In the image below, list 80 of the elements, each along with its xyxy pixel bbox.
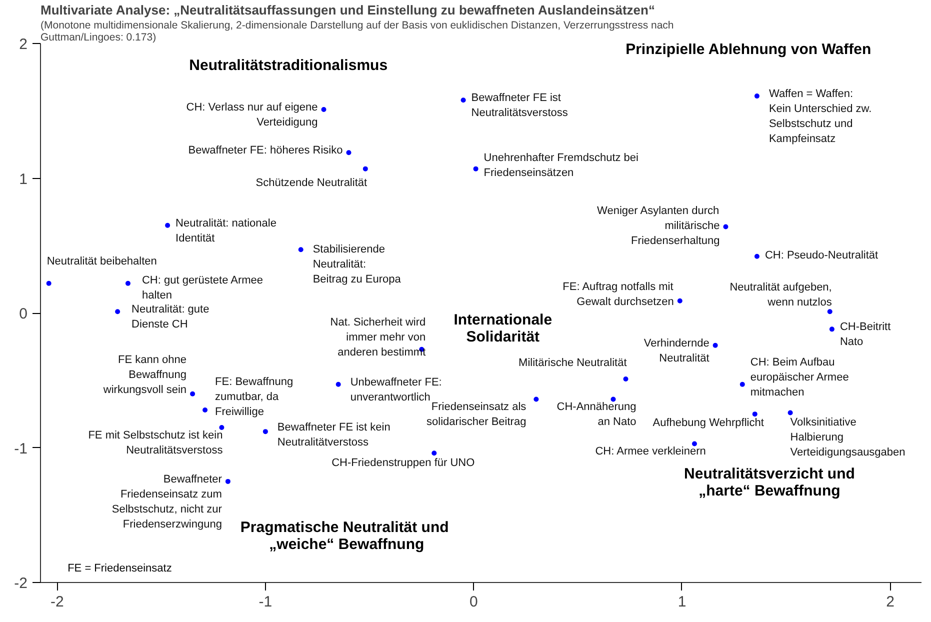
- annotation: Bewaffneter FE ist kein Neutralitätverstoss: [277, 422, 390, 449]
- point: [752, 412, 758, 417]
- point: [692, 441, 697, 446]
- point: [262, 429, 268, 434]
- annotation: FE mit Selbstschutz ist kein Neutralitätsverstoss: [88, 430, 224, 457]
- point: [219, 425, 224, 430]
- point: [460, 98, 466, 103]
- annotation: Bewaffneter FE ist Neutralitätsverstoss: [471, 92, 568, 120]
- annotation: Neutralitätstraditionalismus: [189, 56, 388, 74]
- point: [46, 280, 52, 286]
- annotation: Stabilisierende Neutralität: Beitrag zu Europa: [312, 244, 402, 286]
- point: [115, 309, 120, 314]
- x-tick-label: -1: [258, 594, 272, 610]
- annotation: FE: Auftrag notfalls mit Gewalt durchsetzen: [562, 280, 674, 308]
- annotation: CH-Annäherung an Nato: [556, 401, 636, 428]
- point: [225, 478, 230, 484]
- annotation: CH: Pseudo-Neutralität: [764, 249, 878, 262]
- annotation: Unehrenhafter Fremdschutz bei Friedenseinsätzen: [484, 152, 638, 179]
- annotation: Unbewaffneter FE: unverantwortlich: [350, 376, 442, 404]
- annotation: CH: Armee verkleinern: [595, 446, 706, 458]
- x-tick-label: 0: [470, 594, 478, 610]
- annotation: Neutralität beibehalten: [46, 255, 157, 268]
- x-tick-label: 1: [678, 594, 686, 610]
- y-tick-label: 1: [19, 170, 28, 188]
- annotation: Bewaffneter Friedenseinsatz zum Selbstschutz, nicht zur Friedenserzwingung: [112, 473, 222, 530]
- annotation: CH: Beim Aufbau europäischer Armee mitmachen: [750, 356, 849, 398]
- annotation: Bewaffneter FE: höheres Risiko: [188, 144, 343, 157]
- point: [723, 224, 728, 230]
- point: [677, 298, 682, 304]
- point: [362, 166, 368, 172]
- y-tick-label: -2: [14, 575, 28, 592]
- point: [788, 410, 793, 416]
- annotation: Neutralität aufgeben, wenn nutzlos: [730, 282, 832, 309]
- annotation: Neutralität: nationale Identität: [176, 217, 276, 244]
- annotation: CH-Friedenstruppen für UNO: [332, 457, 476, 470]
- point: [740, 382, 745, 387]
- point: [165, 222, 170, 228]
- x-tick-label: 2: [886, 594, 894, 610]
- annotation: Weniger Asylanten durch militärische Friedenserhaltung: [597, 204, 720, 247]
- annotation: Internationale Solidarität: [454, 312, 552, 346]
- point: [336, 382, 341, 387]
- point: [610, 396, 616, 402]
- point: [190, 391, 196, 396]
- annotation: CH: gut gerüstete Armee halten: [142, 274, 264, 302]
- x-tick-label: -2: [50, 594, 64, 610]
- point: [321, 107, 326, 112]
- annotation: Neutralitätsverzicht und „harte“ Bewaffnung: [684, 465, 855, 500]
- annotation: Schützende Neutralität: [256, 176, 368, 189]
- annotation: Pragmatische Neutralität und „weiche“ Bewaffnung: [240, 519, 449, 554]
- point: [202, 408, 208, 413]
- annotation: FE kann ohne Bewaffnung wirkungsvoll sein: [102, 354, 187, 396]
- y-tick-label: 2: [19, 36, 28, 53]
- annotation: CH-Beitritt Nato: [840, 321, 891, 348]
- point: [712, 342, 718, 348]
- annotation: Friedenseinsatz als solidarischer Beitrag: [426, 401, 527, 428]
- point: [534, 396, 539, 402]
- point: [829, 326, 834, 332]
- annotation: CH: Verlass nur auf eigene Verteidigung: [186, 102, 318, 129]
- point: [754, 254, 760, 259]
- annotation: Militärische Neutralität: [518, 357, 627, 370]
- annotation: Volksinitiative Halbierung Verteidigungsausgaben: [790, 416, 906, 459]
- point: [623, 376, 628, 382]
- point: [754, 94, 760, 99]
- point: [827, 309, 832, 314]
- chart-title: Multivariate Analyse: „Neutralitätsauffassungen und Einstellung zu bewaffneten Auslandeinsätzen“: [40, 2, 655, 18]
- point: [298, 247, 304, 252]
- annotation: Neutralität: gute Dienste CH: [132, 304, 210, 331]
- point: [473, 166, 478, 172]
- annotation: Verhindernde Neutralität: [644, 337, 710, 364]
- annotation: Waffen = Waffen: Kein Unterschied zw. Selbstschutz und Kampfeinsatz: [768, 88, 872, 146]
- point: [125, 280, 130, 286]
- annotation: Aufhebung Wehrpflicht: [652, 417, 764, 430]
- chart-subtitle: (Monotone multidimensionale Skalierung, 2-dimensionale Darstellung auf der Basis von euklidischen Distanzen, Verzerrungsstress nach Guttman/Lingoes: 0.173): [40, 20, 674, 44]
- annotation: FE = Friedenseinsatz: [68, 562, 172, 574]
- annotation: FE: Bewaffnung zumutbar, da Freiwillige: [215, 376, 294, 418]
- point: [346, 150, 352, 156]
- y-tick-label: 0: [19, 306, 28, 322]
- annotation: Nat. Sicherheit wird immer mehr von anderen bestimmt: [330, 316, 426, 358]
- y-tick-label: -1: [14, 440, 28, 458]
- point: [432, 450, 437, 456]
